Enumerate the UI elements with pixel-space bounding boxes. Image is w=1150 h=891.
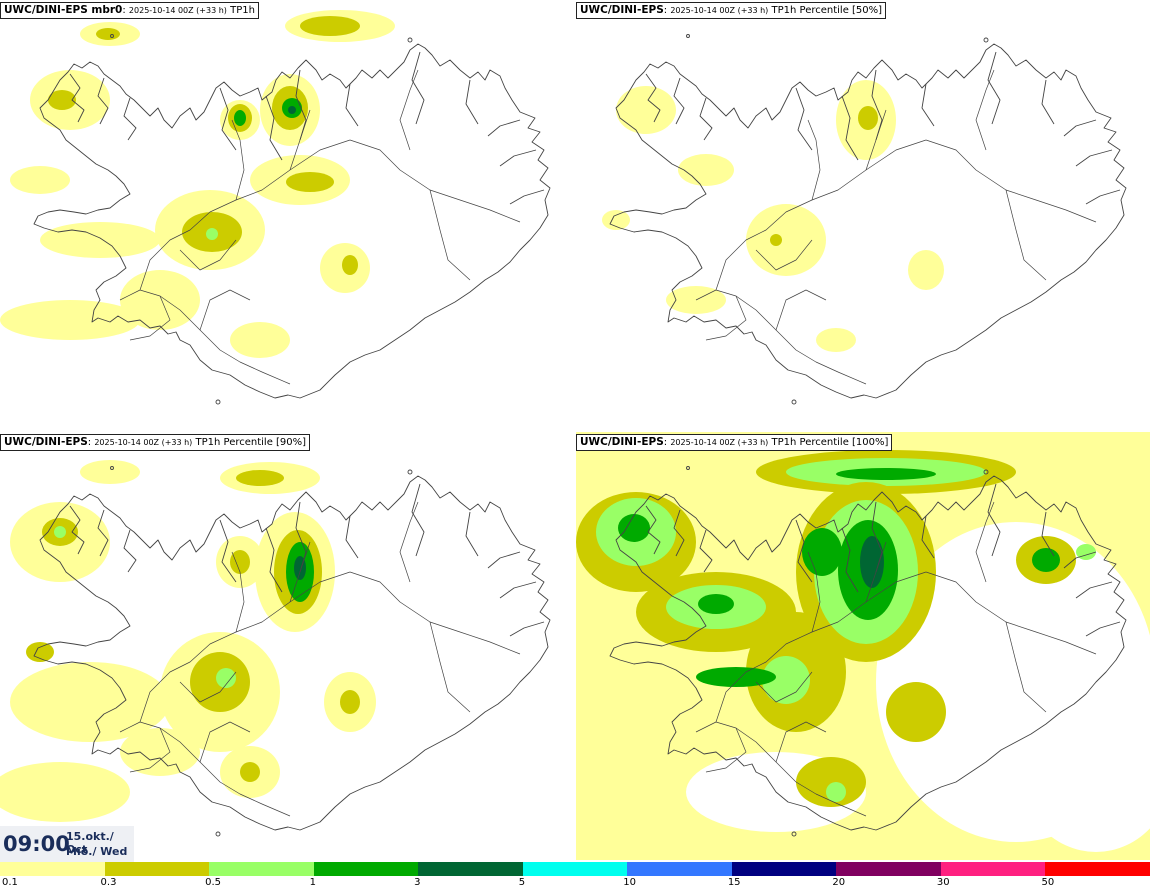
precip-field bbox=[0, 460, 376, 822]
legend-level-label: 30 bbox=[936, 877, 950, 888]
precip-map bbox=[602, 34, 1127, 405]
valid-time-box: 09:00 15.okt./ Oct Mið./ Wed bbox=[0, 826, 134, 862]
precip-field bbox=[576, 432, 1150, 860]
panel-title: UWC/DINI-EPS: 2025-10-14 00Z (+33 h) TP1… bbox=[576, 434, 893, 451]
legend-level-label: 10 bbox=[623, 877, 636, 888]
valid-weekday: Mið./ Wed bbox=[66, 845, 128, 858]
legend-swatch bbox=[418, 862, 524, 876]
panel-percentile-100: UWC/DINI-EPS: 2025-10-14 00Z (+33 h) TP1… bbox=[576, 432, 1150, 860]
legend-swatch bbox=[731, 862, 837, 876]
legend-swatch bbox=[104, 862, 210, 876]
legend-level-label: 15 bbox=[727, 877, 741, 888]
legend-swatch bbox=[313, 862, 419, 876]
panel-title: UWC/DINI-EPS: 2025-10-14 00Z (+33 h) TP1… bbox=[576, 2, 887, 19]
valid-time: 09:00 bbox=[3, 832, 70, 856]
legend-level-label: 1 bbox=[309, 877, 316, 888]
legend-swatch bbox=[522, 862, 628, 876]
legend-swatch bbox=[0, 862, 106, 876]
legend-level-label: 0.3 bbox=[100, 877, 117, 888]
panel-title: UWC/DINI-EPS: 2025-10-14 00Z (+33 h) TP1… bbox=[0, 434, 311, 451]
precip-field bbox=[0, 10, 395, 358]
legend-swatch bbox=[836, 862, 942, 876]
panel-percentile-50: UWC/DINI-EPS: 2025-10-14 00Z (+33 h) TP1… bbox=[576, 0, 1150, 428]
legend-level-label: 50 bbox=[1041, 877, 1055, 888]
precip-field bbox=[602, 80, 944, 352]
legend-level-label: 20 bbox=[832, 877, 846, 888]
legend-level-label: 0.1 bbox=[2, 877, 18, 888]
precip-map bbox=[0, 10, 551, 405]
legend-swatch bbox=[940, 862, 1046, 876]
precip-map bbox=[0, 460, 551, 837]
panel-title: UWC/DINI-EPS mbr0: 2025-10-14 00Z (+33 h… bbox=[0, 2, 259, 19]
precip-map bbox=[576, 432, 1150, 860]
legend-swatch bbox=[627, 862, 733, 876]
panel-member0: UWC/DINI-EPS mbr0: 2025-10-14 00Z (+33 h… bbox=[0, 0, 574, 428]
legend-swatch bbox=[209, 862, 315, 876]
panel-percentile-90: UWC/DINI-EPS: 2025-10-14 00Z (+33 h) TP1… bbox=[0, 432, 574, 860]
legend-level-label: 5 bbox=[518, 877, 526, 888]
legend-swatch bbox=[1045, 862, 1150, 876]
legend-level-label: 3 bbox=[414, 877, 421, 888]
valid-date: 15.okt./ Oct bbox=[66, 830, 114, 856]
precip-legend: 0.1 0.3 0.5 1 3 5 10 15 20 30 50 bbox=[0, 862, 1150, 891]
legend-level-label: 0.5 bbox=[205, 877, 221, 888]
